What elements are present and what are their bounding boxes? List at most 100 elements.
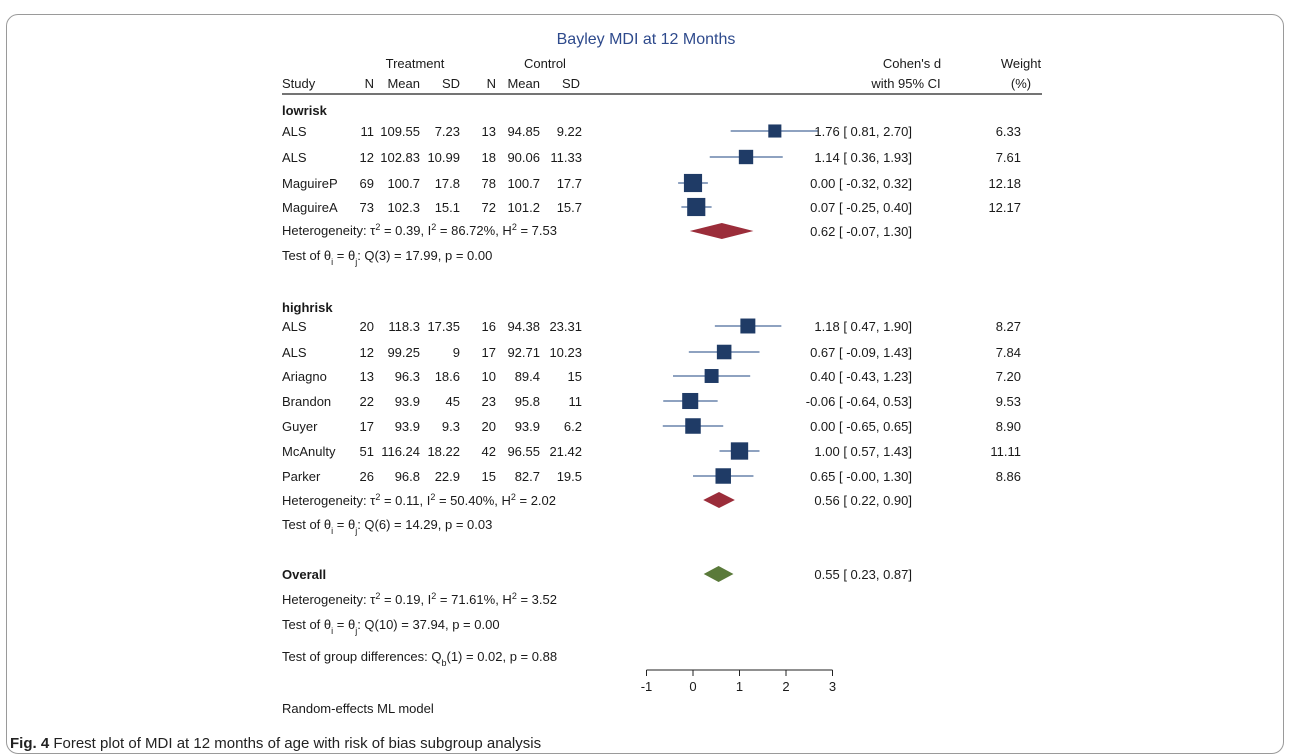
control-sd: 19.5 [557, 469, 582, 484]
control-n: 18 [482, 150, 496, 165]
control-mean: 94.85 [507, 124, 540, 139]
treatment-sd: 45 [446, 394, 460, 409]
header-control: Control [524, 56, 566, 71]
treatment-n: 69 [360, 176, 374, 191]
header-control-n: N [487, 76, 496, 91]
treatment-n: 12 [360, 345, 374, 360]
treatment-sd: 18.6 [435, 369, 460, 384]
test-group-differences: Test of group differences: Qb(1) = 0.02,… [282, 649, 557, 668]
control-n: 17 [482, 345, 496, 360]
study-name: ALS [282, 319, 307, 334]
header-control-sd: SD [562, 76, 580, 91]
treatment-sd: 15.1 [435, 200, 460, 215]
heterogeneity-lowrisk: Heterogeneity: τ2 = 0.39, I2 = 86.72%, H… [282, 222, 557, 238]
study-weight: 6.33 [996, 124, 1021, 139]
study-weight: 11.11 [990, 444, 1021, 459]
control-n: 72 [482, 200, 496, 215]
control-n: 23 [482, 394, 496, 409]
figure-frame [6, 14, 1284, 754]
treatment-mean: 93.9 [395, 419, 420, 434]
treatment-mean: 102.83 [380, 150, 420, 165]
treatment-n: 26 [360, 469, 374, 484]
control-sd: 11 [569, 394, 583, 409]
study-name: Parker [282, 469, 321, 484]
control-sd: 15.7 [557, 200, 582, 215]
treatment-mean: 96.3 [395, 369, 420, 384]
study-ci-text: 0.65 [ -0.00, 1.30] [810, 469, 912, 484]
pooled-ci-highrisk: 0.56 [ 0.22, 0.90] [814, 493, 912, 508]
control-sd: 11.33 [550, 150, 582, 165]
treatment-n: 22 [360, 394, 374, 409]
study-name: MaguireA [282, 200, 338, 215]
header-weight-2: (%) [1011, 76, 1031, 91]
study-effect-square [730, 442, 749, 460]
treatment-n: 73 [360, 200, 374, 215]
control-mean: 95.8 [515, 394, 540, 409]
control-n: 15 [482, 469, 496, 484]
treatment-sd: 17.8 [435, 176, 460, 191]
treatment-mean: 93.9 [395, 394, 420, 409]
control-mean: 96.55 [507, 444, 540, 459]
header-study: Study [282, 76, 316, 91]
x-tick-label: 2 [782, 679, 789, 694]
overall-diamond [703, 566, 734, 582]
study-ci-text: 0.00 [ -0.65, 0.65] [810, 419, 912, 434]
study-name: McAnulty [282, 444, 336, 459]
test-lowrisk: Test of θi = θj: Q(3) = 17.99, p = 0.00 [282, 248, 492, 267]
study-name: Guyer [282, 419, 318, 434]
study-effect-square [768, 124, 782, 138]
x-tick-label: -1 [641, 679, 653, 694]
header-weight-1: Weight [1001, 56, 1042, 71]
treatment-sd: 9 [453, 345, 460, 360]
control-n: 42 [482, 444, 496, 459]
control-mean: 101.2 [507, 200, 540, 215]
study-name: MaguireP [282, 176, 338, 191]
x-tick-label: 0 [689, 679, 696, 694]
study-name: Ariagno [282, 369, 327, 384]
treatment-mean: 96.8 [395, 469, 420, 484]
study-ci-text: 0.67 [ -0.09, 1.43] [810, 345, 912, 360]
control-mean: 93.9 [515, 419, 540, 434]
control-sd: 15 [568, 369, 582, 384]
control-mean: 82.7 [515, 469, 540, 484]
study-weight: 9.53 [996, 394, 1021, 409]
treatment-mean: 109.55 [380, 124, 420, 139]
control-mean: 100.7 [507, 176, 540, 191]
control-n: 13 [482, 124, 496, 139]
header-treatment-sd: SD [442, 76, 460, 91]
treatment-mean: 118.3 [388, 319, 420, 334]
study-ci-text: 1.00 [ 0.57, 1.43] [814, 444, 912, 459]
study-name: Brandon [282, 394, 331, 409]
study-effect-square [687, 197, 706, 217]
control-sd: 23.31 [549, 319, 582, 334]
treatment-n: 11 [361, 124, 375, 139]
study-effect-square [685, 418, 701, 434]
treatment-n: 20 [360, 319, 374, 334]
study-effect-square [682, 392, 699, 410]
study-ci-text: 0.00 [ -0.32, 0.32] [810, 176, 912, 191]
study-effect-square [683, 173, 703, 193]
study-weight: 7.84 [996, 345, 1021, 360]
study-ci-text: 1.18 [ 0.47, 1.90] [814, 319, 912, 334]
control-mean: 92.71 [507, 345, 540, 360]
treatment-n: 17 [360, 419, 374, 434]
study-effect-square [716, 344, 732, 360]
heterogeneity-overall: Heterogeneity: τ2 = 0.19, I2 = 71.61%, H… [282, 591, 557, 607]
caption-label: Fig. 4 [10, 735, 50, 752]
control-n: 78 [482, 176, 496, 191]
study-ci-text: 0.07 [ -0.25, 0.40] [810, 200, 912, 215]
pooled-diamond-lowrisk [689, 223, 754, 239]
study-effect-square [715, 468, 731, 484]
study-weight: 12.18 [988, 176, 1021, 191]
treatment-mean: 100.7 [387, 176, 420, 191]
treatment-sd: 10.99 [427, 150, 460, 165]
study-weight: 8.90 [996, 419, 1021, 434]
overall-ci: 0.55 [ 0.23, 0.87] [814, 567, 912, 582]
figure-caption: Fig. 4 Forest plot of MDI at 12 months o… [10, 735, 541, 752]
header-treatment: Treatment [386, 56, 445, 71]
control-n: 16 [482, 319, 496, 334]
heterogeneity-highrisk: Heterogeneity: τ2 = 0.11, I2 = 50.40%, H… [282, 492, 556, 508]
treatment-sd: 18.22 [427, 444, 460, 459]
treatment-n: 12 [360, 150, 374, 165]
caption-text: Forest plot of MDI at 12 months of age w… [53, 735, 542, 752]
